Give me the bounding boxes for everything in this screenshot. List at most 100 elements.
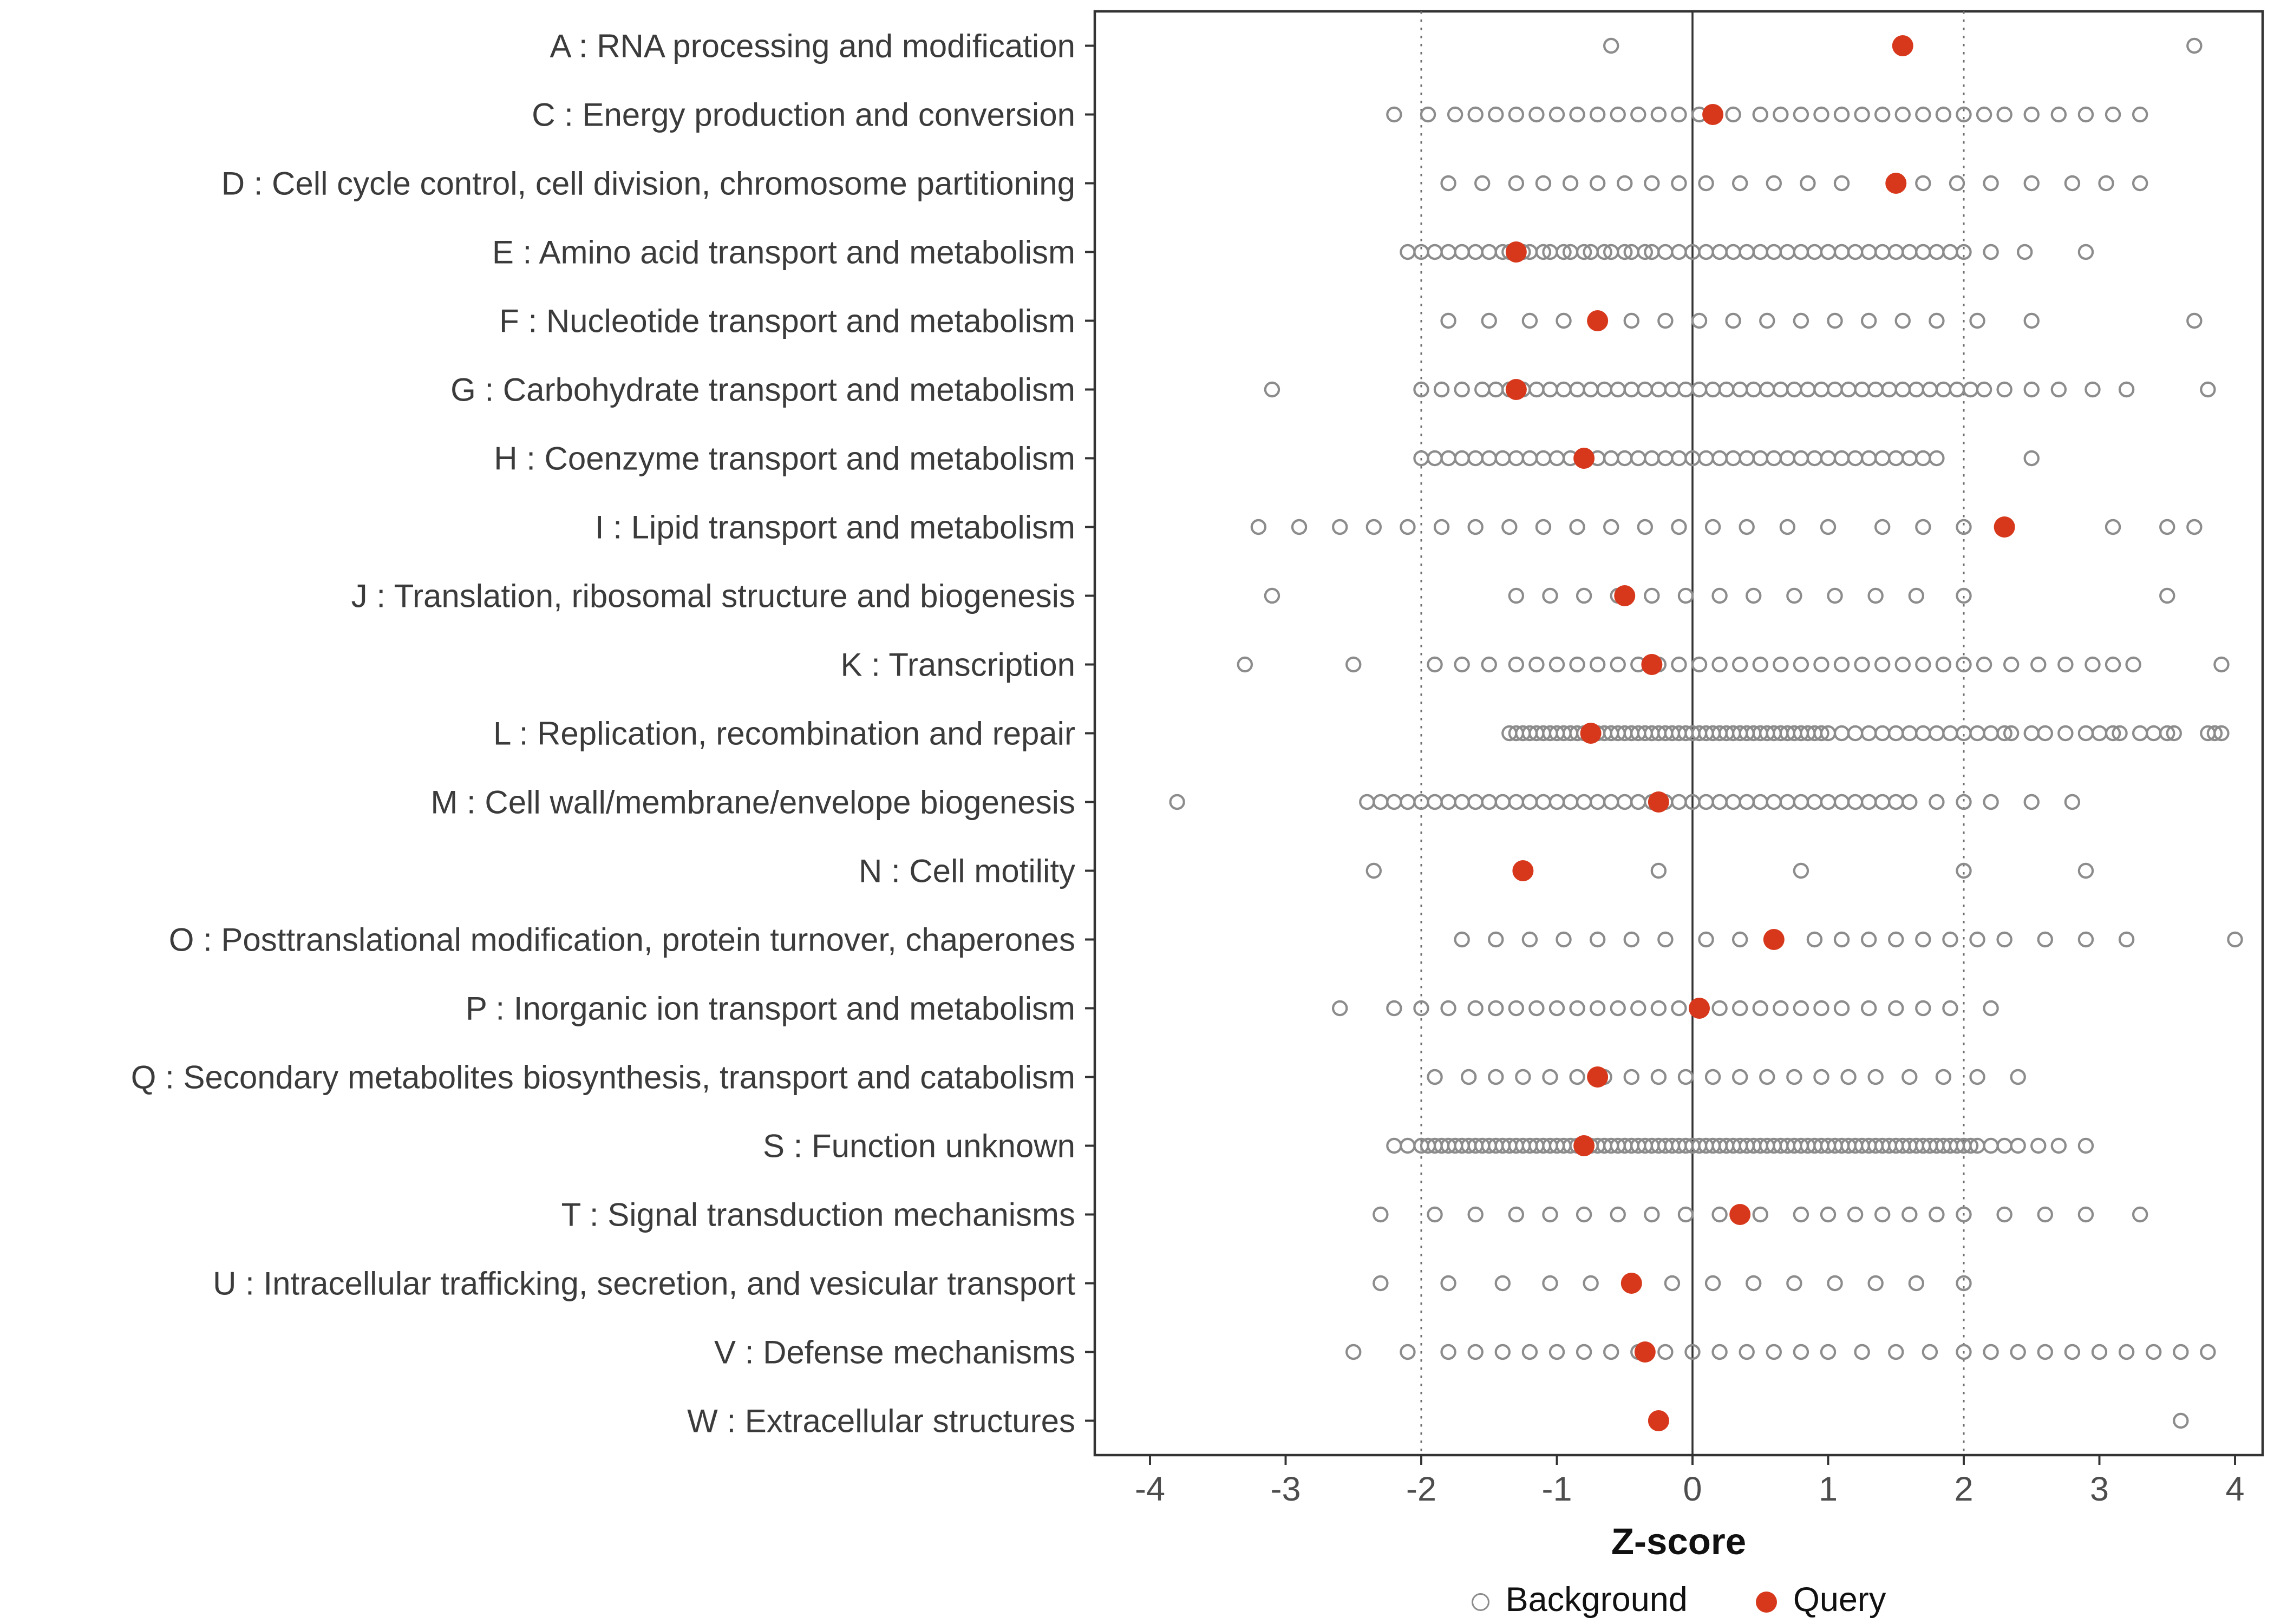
background-point [1556, 244, 1572, 260]
query-point [1614, 585, 1636, 606]
background-point [1983, 175, 1999, 192]
background-point [1481, 312, 1497, 329]
background-point [1942, 1000, 1958, 1017]
background-point [1888, 931, 1904, 948]
background-point [1793, 312, 1809, 329]
background-point [1935, 106, 1952, 123]
background-point [1650, 1069, 1667, 1085]
background-point [1677, 1069, 1694, 1085]
background-point [1684, 1344, 1701, 1360]
background-point [1264, 381, 1280, 398]
query-point [1648, 791, 1669, 813]
background-point [1996, 725, 2012, 742]
background-point [2146, 1344, 2162, 1360]
background-point [1542, 587, 1558, 604]
background-point [1365, 519, 1382, 535]
background-point [1691, 312, 1708, 329]
background-point [1731, 656, 1748, 673]
background-point [1556, 931, 1572, 948]
x-tick-label: 3 [2090, 1470, 2109, 1508]
background-point [1698, 175, 1714, 192]
background-point [1508, 656, 1525, 673]
query-point [1505, 241, 1527, 263]
background-point [1589, 931, 1606, 948]
background-point [1867, 1275, 1884, 1292]
background-point [1508, 1206, 1525, 1223]
background-point [1440, 312, 1456, 329]
background-point [2023, 381, 2040, 398]
background-point [1535, 519, 1552, 535]
background-point [2023, 794, 2040, 810]
background-point [1467, 1206, 1484, 1223]
background-point [1617, 244, 1633, 260]
background-point [1786, 1275, 1802, 1292]
background-point [2105, 656, 2121, 673]
background-point [1535, 175, 1552, 192]
category-label: D : Cell cycle control, cell division, c… [221, 166, 1075, 202]
background-point [1956, 656, 1972, 673]
background-point [2084, 656, 2101, 673]
background-point [1671, 1000, 1687, 1017]
background-point [1983, 1000, 1999, 1017]
background-point [1542, 1206, 1558, 1223]
background-point [1440, 1344, 1456, 1360]
background-point [2050, 381, 2067, 398]
background-point [2057, 656, 2074, 673]
background-point [2037, 1206, 2054, 1223]
background-point [2118, 1344, 2135, 1360]
legend-label-background: Background [1505, 1582, 1688, 1619]
background-point [1996, 931, 2012, 948]
background-point [1901, 794, 1918, 810]
background-point [2173, 1412, 2189, 1429]
background-point [1793, 1206, 1809, 1223]
query-point [1512, 860, 1534, 881]
background-point [1833, 106, 1850, 123]
background-point [2132, 1206, 2148, 1223]
background-point [1332, 519, 1348, 535]
background-point [1840, 1069, 1857, 1085]
background-point [1603, 1344, 1619, 1360]
background-point [1833, 1000, 1850, 1017]
category-label: G : Carbohydrate transport and metabolis… [450, 372, 1075, 408]
background-point [1528, 106, 1545, 123]
background-point [1929, 1206, 1945, 1223]
background-point [2057, 725, 2074, 742]
background-point [1644, 175, 1660, 192]
background-point [1929, 794, 1945, 810]
background-point [1935, 656, 1952, 673]
background-point [2010, 1344, 2026, 1360]
background-point [1773, 106, 1789, 123]
background-point [1677, 1206, 1694, 1223]
background-point [1569, 1000, 1585, 1017]
background-point [2037, 725, 2054, 742]
background-point [1250, 519, 1267, 535]
background-point [1874, 1206, 1891, 1223]
background-point [1589, 106, 1606, 123]
background-point [1773, 1000, 1789, 1017]
legend: Background Query [1095, 1582, 2263, 1621]
background-point [1711, 587, 1728, 604]
background-point [1610, 656, 1626, 673]
background-point [2118, 931, 2135, 948]
background-point [1996, 1206, 2012, 1223]
background-point [2077, 1206, 2094, 1223]
background-point [1548, 656, 1565, 673]
background-point [2159, 587, 2175, 604]
background-point [2030, 656, 2047, 673]
background-point [1610, 1000, 1626, 1017]
background-point [1860, 312, 1877, 329]
background-point [1657, 312, 1674, 329]
background-point [1731, 1069, 1748, 1085]
background-point [1345, 1344, 1362, 1360]
background-point [1528, 656, 1545, 673]
background-point [1860, 1000, 1877, 1017]
background-point [1623, 1069, 1639, 1085]
background-point [1569, 519, 1585, 535]
background-point [2105, 519, 2121, 535]
x-tick-label: -3 [1270, 1470, 1301, 1508]
background-point [1894, 312, 1911, 329]
background-point [1806, 931, 1823, 948]
background-point [1508, 587, 1525, 604]
background-point [1630, 1000, 1646, 1017]
